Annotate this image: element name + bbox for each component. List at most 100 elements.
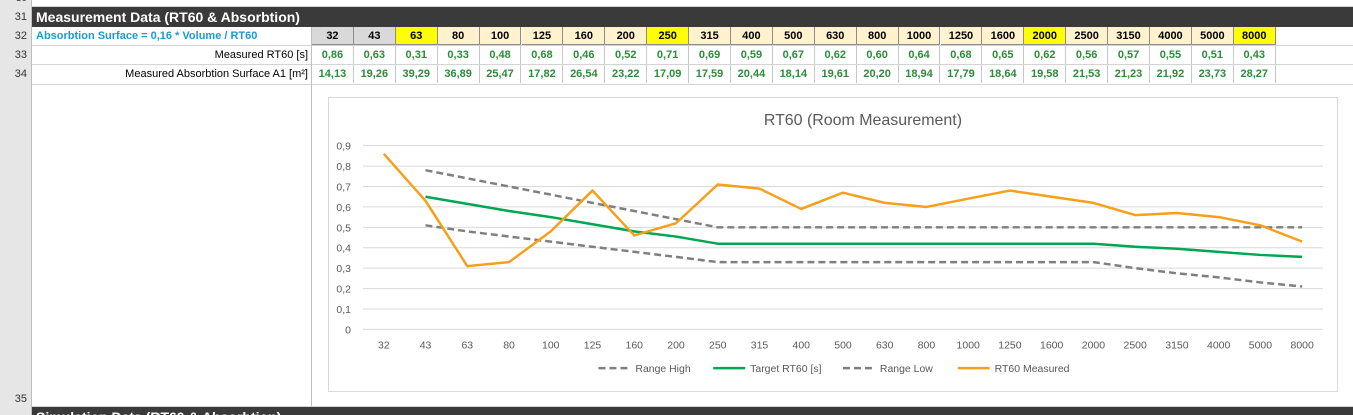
rt60-value-cell-2[interactable]: 0,31 xyxy=(396,46,438,64)
x-tick-label-13: 800 xyxy=(918,340,936,351)
rt60-value-cell-16[interactable]: 0,65 xyxy=(982,46,1025,64)
frequency-cell-18[interactable]: 2500 xyxy=(1066,27,1109,45)
rt60-row-label[interactable]: Measured RT60 [s] xyxy=(214,49,308,61)
row-number-33[interactable]: 33 xyxy=(14,49,27,61)
rt60-value-cell-17[interactable]: 0,62 xyxy=(1024,46,1067,64)
y-tick-label-9: 0,9 xyxy=(336,142,351,153)
frequency-cell-0[interactable]: 32 xyxy=(312,27,354,45)
absorb-value-cell-3[interactable]: 36,89 xyxy=(438,65,480,83)
frequency-cell-2[interactable]: 63 xyxy=(395,27,438,45)
frequency-cell-12[interactable]: 630 xyxy=(814,27,857,45)
frequency-cell-10[interactable]: 400 xyxy=(731,27,773,45)
row-number-32[interactable]: 32 xyxy=(14,30,27,42)
frequency-cell-15[interactable]: 1250 xyxy=(940,27,983,45)
rt60-value-cell-1[interactable]: 0,63 xyxy=(354,46,396,64)
absorb-value-cell-12[interactable]: 19,61 xyxy=(815,65,857,83)
absorb-value-cell-2[interactable]: 39,29 xyxy=(396,65,438,83)
row-number-34[interactable]: 34 xyxy=(14,68,27,80)
frequency-cell-8[interactable]: 250 xyxy=(647,27,690,45)
next-section-title-band[interactable]: Simulation Data (RT60 & Absorbtion) xyxy=(32,407,1353,415)
absorb-value-cell-0[interactable]: 14,13 xyxy=(312,65,354,83)
row-number-31[interactable]: 31 xyxy=(14,11,27,23)
rt60-value-cell-7[interactable]: 0,52 xyxy=(605,46,648,64)
frequency-cell-21[interactable]: 5000 xyxy=(1191,27,1234,45)
absorb-value-cell-8[interactable]: 17,09 xyxy=(647,65,690,83)
absorb-value-cell-19[interactable]: 21,23 xyxy=(1108,65,1150,83)
absorb-value-cell-6[interactable]: 26,54 xyxy=(563,65,606,83)
absorb-value-cell-5[interactable]: 17,82 xyxy=(522,65,564,83)
frequency-cell-1[interactable]: 43 xyxy=(353,27,396,45)
rt60-value-cell-13[interactable]: 0,60 xyxy=(857,46,899,64)
absorb-value-cell-10[interactable]: 20,44 xyxy=(731,65,773,83)
rt60-value-cell-22[interactable]: 0,43 xyxy=(1234,46,1276,64)
x-tick-label-17: 2000 xyxy=(1082,340,1105,351)
x-tick-label-8: 250 xyxy=(709,340,727,351)
frequency-cell-5[interactable]: 125 xyxy=(521,27,564,45)
rt60-value-cell-8[interactable]: 0,71 xyxy=(647,46,690,64)
rt60-value-cell-10[interactable]: 0,59 xyxy=(731,46,773,64)
series-line-range-low xyxy=(425,224,1303,288)
absorb-value-cell-13[interactable]: 20,20 xyxy=(857,65,899,83)
frequency-cell-22[interactable]: 8000 xyxy=(1233,27,1276,45)
rt60-value-cell-15[interactable]: 0,68 xyxy=(941,46,983,64)
absorb-value-cell-17[interactable]: 19,58 xyxy=(1024,65,1067,83)
rt60-value-cell-11[interactable]: 0,67 xyxy=(773,46,815,64)
absorb-value-cell-22[interactable]: 28,27 xyxy=(1234,65,1276,83)
section-title-band[interactable]: Measurement Data (RT60 & Absorbtion) xyxy=(32,7,1353,27)
absorb-row-label[interactable]: Measured Absorbtion Surface A1 [m²] xyxy=(125,68,308,80)
frequency-cell-13[interactable]: 800 xyxy=(856,27,899,45)
absorb-value-cell-21[interactable]: 23,73 xyxy=(1192,65,1234,83)
rt60-value-cell-18[interactable]: 0,56 xyxy=(1066,46,1109,64)
row-35-border xyxy=(32,406,1353,407)
absorb-value-cell-15[interactable]: 17,79 xyxy=(941,65,983,83)
frequency-cell-19[interactable]: 3150 xyxy=(1108,27,1150,45)
rt60-value-cell-5[interactable]: 0,68 xyxy=(522,46,564,64)
absorb-value-cell-20[interactable]: 21,92 xyxy=(1150,65,1192,83)
x-tick-label-6: 160 xyxy=(626,340,644,351)
absorb-value-cell-18[interactable]: 21,53 xyxy=(1066,65,1109,83)
rt60-value-cell-9[interactable]: 0,69 xyxy=(689,46,731,64)
frequency-cell-9[interactable]: 315 xyxy=(689,27,731,45)
y-tick-label-2: 0,2 xyxy=(336,285,351,296)
frequency-cell-7[interactable]: 200 xyxy=(605,27,648,45)
absorb-value-cell-14[interactable]: 18,94 xyxy=(899,65,941,83)
y-tick-label-5: 0,5 xyxy=(336,223,351,234)
frequency-cell-14[interactable]: 1000 xyxy=(898,27,941,45)
absorb-value-cell-1[interactable]: 19,26 xyxy=(354,65,396,83)
rt60-value-cell-19[interactable]: 0,57 xyxy=(1108,46,1150,64)
row-number-30[interactable]: 30 xyxy=(0,0,32,6)
rt60-chart-svg: RT60 (Room Measurement) 0 0,1 0,2 0,3 0,4 0,5 0… xyxy=(336,112,1324,375)
rt60-value-cell-0[interactable]: 0,86 xyxy=(312,46,354,64)
frequency-cell-3[interactable]: 80 xyxy=(437,27,480,45)
legend-label-2: Range Low xyxy=(880,364,933,375)
absorb-value-cell-7[interactable]: 23,22 xyxy=(605,65,648,83)
rt60-value-cell-6[interactable]: 0,46 xyxy=(563,46,606,64)
rt60-chart[interactable]: RT60 (Room Measurement) 0 0,1 0,2 0,3 0,4 0,5 0… xyxy=(328,97,1338,392)
rt60-value-cell-20[interactable]: 0,55 xyxy=(1150,46,1192,64)
formula-text[interactable]: Absorbtion Surface = 0,16 * Volume / RT6… xyxy=(36,30,258,42)
absorb-value-cell-11[interactable]: 18,14 xyxy=(773,65,815,83)
rt60-value-cell-14[interactable]: 0,64 xyxy=(899,46,941,64)
frequency-cell-17[interactable]: 2000 xyxy=(1024,27,1067,45)
x-tick-label-5: 125 xyxy=(584,340,602,351)
x-tick-label-22: 8000 xyxy=(1291,340,1314,351)
frequency-cell-16[interactable]: 1600 xyxy=(982,27,1025,45)
y-tick-label-6: 0,6 xyxy=(336,203,351,214)
frequency-cell-6[interactable]: 160 xyxy=(563,27,606,45)
row-30-border xyxy=(32,6,1353,7)
absorb-value-cell-16[interactable]: 18,64 xyxy=(982,65,1025,83)
frequency-cell-20[interactable]: 4000 xyxy=(1150,27,1192,45)
rt60-value-cell-12[interactable]: 0,62 xyxy=(815,46,857,64)
row-number-35[interactable]: 35 xyxy=(14,393,27,405)
absorb-value-cell-4[interactable]: 25,47 xyxy=(480,65,522,83)
frequency-cell-4[interactable]: 100 xyxy=(479,27,522,45)
column-a-divider xyxy=(311,27,312,407)
rt60-value-cell-3[interactable]: 0,33 xyxy=(438,46,480,64)
rt60-value-cell-4[interactable]: 0,48 xyxy=(480,46,522,64)
frequency-cell-11[interactable]: 500 xyxy=(772,27,815,45)
series-line-target-rt60-s xyxy=(425,195,1303,259)
x-tick-label-20: 4000 xyxy=(1207,340,1230,351)
absorb-value-cell-9[interactable]: 17,59 xyxy=(689,65,731,83)
x-tick-label-4: 100 xyxy=(542,340,560,351)
rt60-value-cell-21[interactable]: 0,51 xyxy=(1192,46,1234,64)
